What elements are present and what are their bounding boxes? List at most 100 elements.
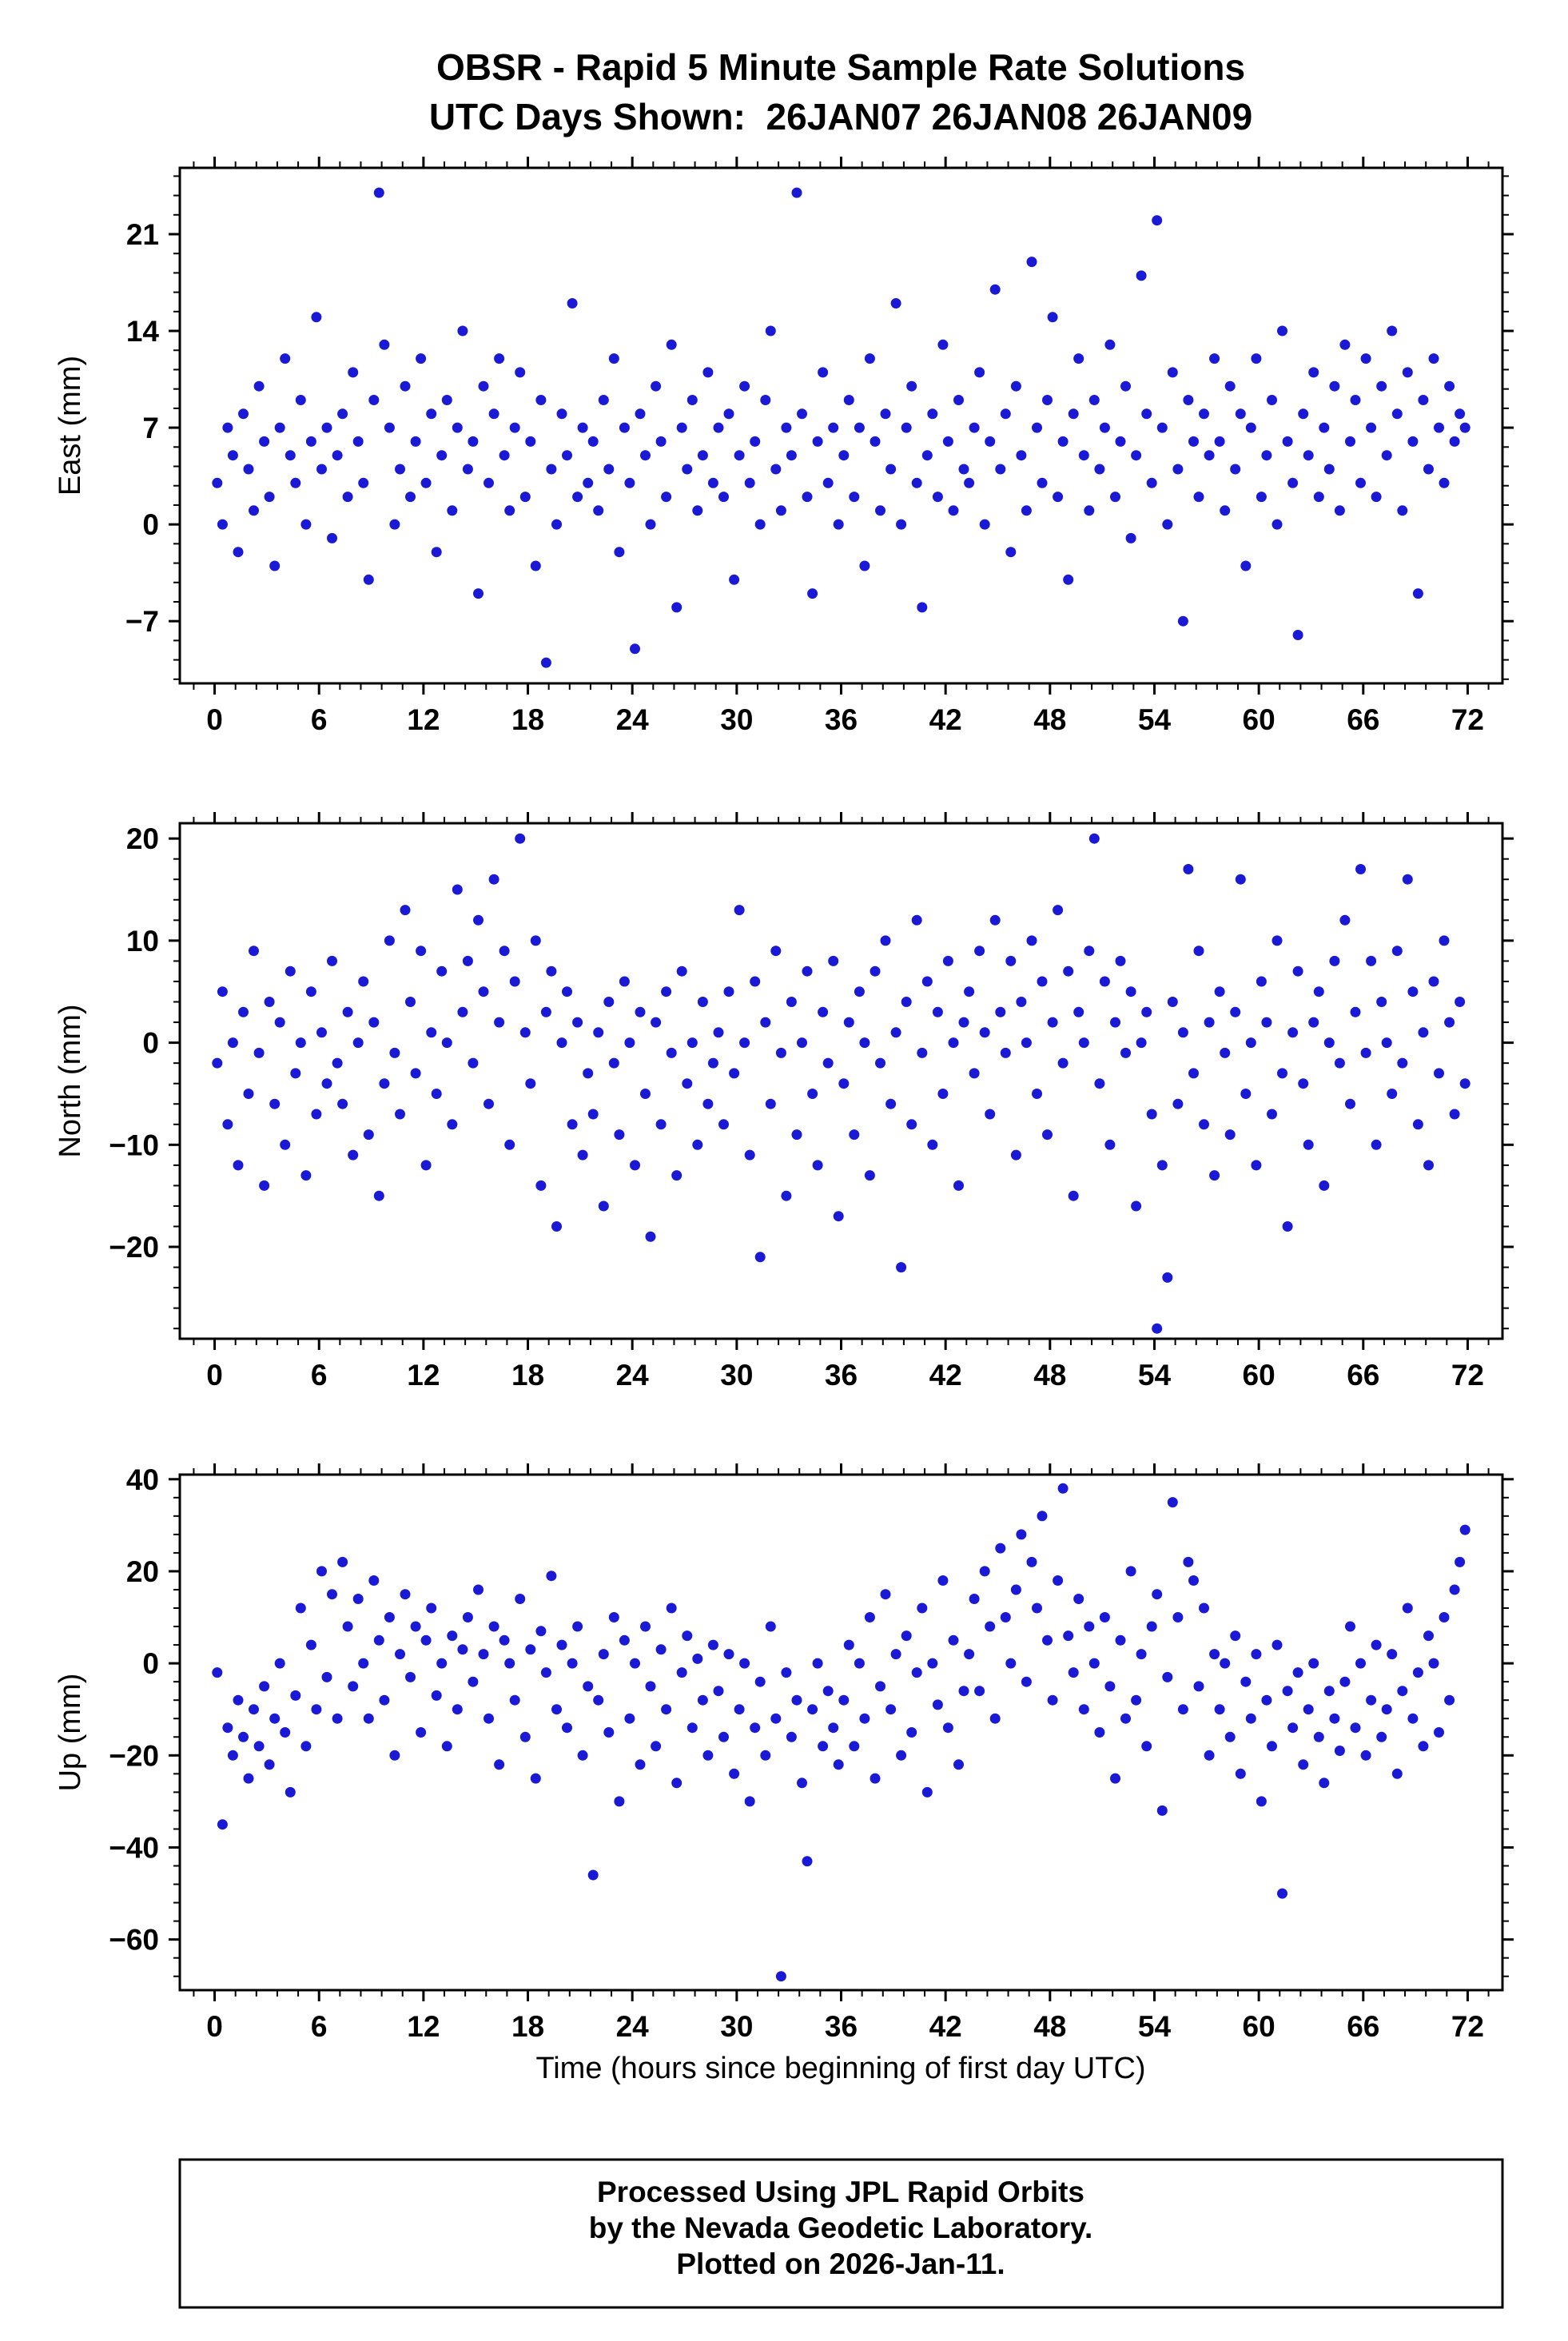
data-point <box>1355 864 1366 874</box>
data-point <box>1308 1017 1319 1028</box>
data-point <box>249 946 259 957</box>
data-point <box>1177 615 1188 627</box>
data-point <box>373 1190 384 1201</box>
data-point <box>337 408 348 420</box>
data-point <box>562 450 572 461</box>
data-point <box>1261 1694 1272 1706</box>
data-point <box>1371 1639 1382 1650</box>
data-point <box>551 1221 562 1232</box>
data-point <box>1397 1686 1408 1697</box>
data-point <box>305 1639 316 1650</box>
data-point <box>1235 874 1246 885</box>
data-point <box>227 1750 238 1761</box>
data-point <box>577 422 588 433</box>
data-point <box>1319 422 1330 433</box>
data-point <box>217 1819 228 1830</box>
data-point <box>1329 380 1340 392</box>
x-tick-label: 72 <box>1451 2010 1484 2043</box>
data-point <box>958 1017 969 1028</box>
data-point <box>781 422 792 433</box>
data-point <box>253 380 265 392</box>
data-point <box>1005 955 1017 966</box>
data-point <box>890 1027 901 1038</box>
x-tick-label: 18 <box>511 1359 544 1391</box>
data-point <box>1381 1704 1392 1715</box>
data-point <box>1193 1681 1204 1692</box>
y-tick-label: 20 <box>126 822 159 855</box>
data-point <box>1037 976 1048 987</box>
data-point <box>843 1017 854 1028</box>
data-point <box>384 935 395 946</box>
data-point <box>635 408 646 420</box>
data-point <box>212 477 223 488</box>
data-point <box>791 1694 802 1706</box>
data-point <box>233 1160 244 1171</box>
data-point <box>964 986 975 997</box>
data-point <box>462 1612 473 1622</box>
data-point <box>802 965 813 977</box>
data-point <box>838 1078 850 1089</box>
data-point <box>880 1589 891 1600</box>
data-point <box>1287 477 1299 488</box>
data-point <box>1407 986 1419 997</box>
data-point <box>431 547 442 558</box>
y-tick-label: −7 <box>125 605 159 638</box>
data-point <box>484 1713 494 1724</box>
data-point <box>1078 1704 1089 1715</box>
x-tick-label: 36 <box>825 703 858 736</box>
data-point <box>1224 380 1236 392</box>
data-point <box>395 1109 405 1120</box>
data-point <box>400 1589 411 1600</box>
data-point <box>676 965 687 977</box>
data-point <box>436 965 448 977</box>
data-point <box>666 1602 677 1614</box>
y-tick-label: −10 <box>109 1129 159 1161</box>
data-point <box>1449 436 1460 447</box>
data-point <box>217 986 228 997</box>
data-point <box>1360 1047 1371 1058</box>
data-point <box>802 1856 813 1867</box>
data-point <box>379 339 390 350</box>
data-point <box>833 1211 844 1222</box>
data-point <box>718 1119 729 1130</box>
data-point <box>661 492 672 503</box>
data-point <box>1366 422 1377 433</box>
data-point <box>280 353 291 364</box>
data-point <box>499 1634 510 1646</box>
x-tick-label: 36 <box>825 2010 858 2043</box>
data-point <box>885 1704 897 1715</box>
data-point <box>880 408 891 420</box>
data-point <box>775 1047 786 1058</box>
data-point <box>598 1200 609 1212</box>
data-point <box>1078 450 1089 461</box>
data-point <box>1104 339 1116 350</box>
data-point <box>452 884 463 895</box>
data-point <box>515 833 526 844</box>
data-point <box>295 1602 306 1614</box>
data-point <box>567 1119 578 1130</box>
data-point <box>828 1722 839 1734</box>
data-point <box>750 436 761 447</box>
data-point <box>269 560 281 571</box>
data-point <box>1303 1704 1314 1715</box>
data-point <box>1282 1221 1293 1232</box>
data-point <box>488 874 499 885</box>
data-point <box>238 1006 249 1017</box>
data-point <box>1094 1727 1105 1738</box>
data-point <box>864 1612 875 1622</box>
data-point <box>1021 505 1032 516</box>
data-point <box>1026 257 1037 268</box>
data-point <box>484 1098 494 1109</box>
x-tick-label: 30 <box>720 1359 753 1391</box>
data-point <box>274 1658 285 1669</box>
data-point <box>640 1089 651 1099</box>
data-point <box>1073 1006 1084 1017</box>
data-point <box>358 976 369 987</box>
data-point <box>781 1190 792 1201</box>
scatter-points <box>212 1483 1470 1982</box>
data-point <box>707 477 718 488</box>
data-point <box>635 1006 646 1017</box>
data-point <box>290 477 301 488</box>
data-point <box>666 339 677 350</box>
data-point <box>1172 464 1184 475</box>
